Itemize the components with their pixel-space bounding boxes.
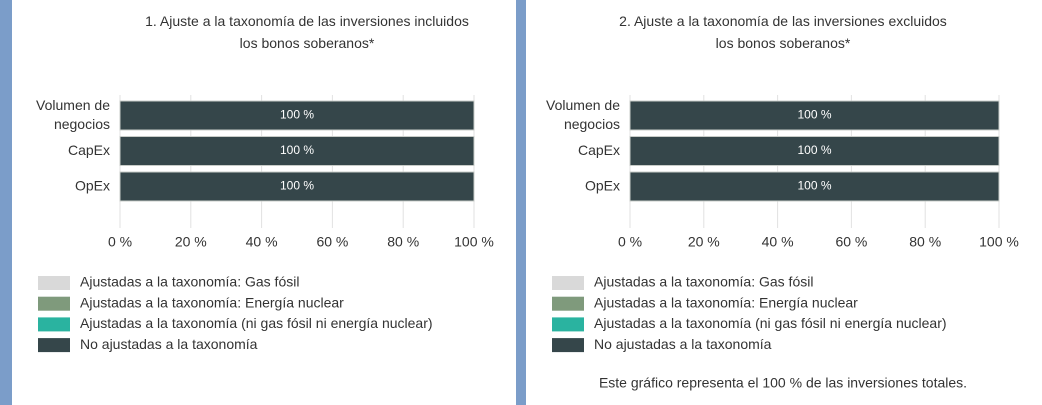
x-tick-label: 80 % [909,234,941,250]
panel: 2. Ajuste a la taxonomía de las inversio… [526,0,1042,405]
x-tick-label: 60 % [835,234,867,250]
chart: 1. Ajuste a la taxonomía de las inversio… [36,13,494,353]
chart: 2. Ajuste a la taxonomía de las inversio… [546,13,1019,391]
y-tick-label: OpEx [585,177,620,193]
bar-segment [119,136,475,166]
y-tick-label: CapEx [578,142,620,158]
legend-label: Ajustadas a la taxonomía: Energía nuclea… [594,294,858,310]
legend-swatch [38,338,70,353]
value-label: 100 % [280,108,314,122]
x-tick-label: 40 % [762,234,794,250]
legend-swatch [552,296,584,311]
y-tick-label: Volumen de negocios [546,97,620,132]
x-tick-label: 100 % [979,234,1019,250]
y-tick-label: CapEx [68,142,110,158]
bar-segment [629,100,1000,131]
panel: 1. Ajuste a la taxonomía de las inversio… [12,0,516,405]
x-tick-label: 0 % [108,234,132,250]
y-tick-label: OpEx [75,177,110,193]
value-label: 100 % [797,143,831,157]
legend-label: No ajustadas a la taxonomía [594,336,772,352]
bar-segment [629,136,1000,166]
value-label: 100 % [280,179,314,193]
y-tick-label: Volumen de negocios [36,97,110,132]
bar-segment [119,171,475,202]
x-tick-label: 0 % [618,234,642,250]
legend-swatch [38,276,70,290]
legend-swatch [552,338,584,353]
value-label: 100 % [797,108,831,122]
legend-swatch [38,317,70,332]
note: Este gráfico representa el 100 % de las … [599,375,967,391]
bar-segment [629,171,1000,202]
x-tick-label: 80 % [387,234,419,250]
value-label: 100 % [797,179,831,193]
legend-label: Ajustadas a la taxonomía (ni gas fósil n… [80,315,433,331]
x-tick-label: 40 % [246,234,278,250]
legend-swatch [38,296,70,311]
x-tick-label: 100 % [454,234,494,250]
x-tick-label: 60 % [316,234,348,250]
x-tick-label: 20 % [175,234,207,250]
chart-title: 2. Ajuste a la taxonomía de las inversio… [619,13,947,51]
legend-label: Ajustadas a la taxonomía: Energía nuclea… [80,294,344,310]
legend-label: Ajustadas a la taxonomía: Gas fósil [594,274,813,290]
legend-label: Ajustadas a la taxonomía (ni gas fósil n… [594,315,947,331]
legend-swatch [552,317,584,332]
legend-swatch [552,276,584,290]
x-tick-label: 20 % [688,234,720,250]
legend-label: No ajustadas a la taxonomía [80,336,258,352]
chart-title: 1. Ajuste a la taxonomía de las inversio… [145,13,469,51]
bar-segment [119,100,475,131]
value-label: 100 % [280,143,314,157]
legend-label: Ajustadas a la taxonomía: Gas fósil [80,274,299,290]
